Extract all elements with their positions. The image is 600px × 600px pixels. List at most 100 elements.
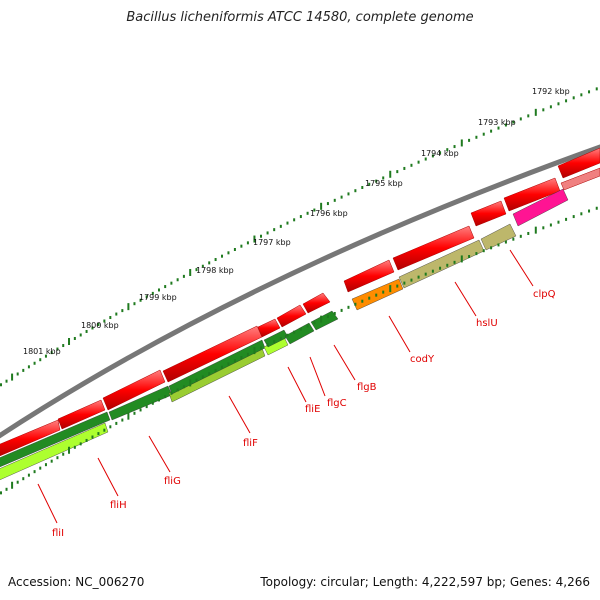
inner-scale-tick <box>73 445 76 449</box>
scale-tick <box>0 383 2 387</box>
inner-scale-tick <box>580 212 583 216</box>
inner-scale-tick <box>227 362 230 366</box>
scale-tick <box>286 221 289 225</box>
inner-scale-tick <box>519 234 522 238</box>
inner-scale-tick <box>557 220 560 224</box>
scale-tick <box>91 326 94 330</box>
gene-label-fliG: fliG <box>164 476 181 487</box>
inner-scale-tick <box>91 435 94 439</box>
inner-scale-tick <box>460 255 463 263</box>
inner-scale-tick <box>512 237 515 241</box>
inner-scale-tick <box>259 346 262 350</box>
scale-tick <box>259 234 262 238</box>
scale-tick <box>527 114 530 118</box>
inner-scale-tick <box>417 275 420 279</box>
inner-scale-tick <box>382 290 385 294</box>
gene-label-fliE: fliE <box>305 404 320 415</box>
inner-scale-tick <box>572 215 575 219</box>
inner-scale-tick <box>170 391 173 395</box>
scale-tick <box>382 176 385 180</box>
scale-tick <box>133 302 136 306</box>
scale-tick <box>279 224 282 228</box>
inner-scale-tick <box>595 206 598 210</box>
inner-scale-tick <box>453 260 456 264</box>
scale-tick <box>22 368 25 372</box>
inner-scale-tick <box>439 266 442 270</box>
scale-tick <box>424 157 427 161</box>
scale-tick <box>460 139 463 147</box>
scale-label: 1797 kbp <box>253 238 291 247</box>
scale-label: 1798 kbp <box>196 266 234 275</box>
scale-tick <box>127 303 130 311</box>
scale-tick <box>565 99 568 103</box>
inner-scale-tick <box>103 428 106 432</box>
inner-scale-tick <box>368 296 371 300</box>
scale-label: 1794 kbp <box>421 149 459 158</box>
inner-scale-tick <box>233 359 236 363</box>
inner-scale-tick <box>354 302 357 306</box>
inner-scale-tick <box>504 240 507 244</box>
label-line-flgB <box>333 344 356 381</box>
label-line-fliH <box>97 457 119 497</box>
inner-scale-tick <box>201 375 204 379</box>
scale-tick <box>246 241 249 245</box>
cds-flgB <box>310 310 339 331</box>
inner-scale-tick <box>389 285 392 293</box>
inner-scale-tick <box>240 356 243 360</box>
forward-strand-genes <box>0 147 600 457</box>
scale-tick <box>253 235 256 243</box>
cds-fliE-top <box>263 329 289 348</box>
scale-tick <box>233 247 236 251</box>
inner-scale-tick <box>424 272 427 276</box>
inner-scale-tick <box>127 412 130 420</box>
scale-tick <box>490 129 493 133</box>
inner-scale-tick <box>68 446 71 454</box>
inner-scale-tick <box>50 459 53 463</box>
gene-label-fliH: fliH <box>110 500 127 511</box>
reverse-strand-genes <box>0 188 569 481</box>
cds-segment <box>557 147 600 179</box>
scale-tick <box>361 186 364 190</box>
scale-tick <box>85 329 88 333</box>
gene-label-clpQ: clpQ <box>533 289 556 300</box>
scale-tick <box>56 347 59 351</box>
scale-tick <box>97 322 100 326</box>
scale-tick <box>33 361 36 365</box>
label-line-codY <box>388 315 411 353</box>
inner-scale-tick <box>299 327 302 331</box>
gene-label-flgB: flgB <box>357 382 377 393</box>
inner-scale-tick <box>133 411 136 415</box>
inner-scale-tick <box>542 226 545 230</box>
inner-scale-tick <box>145 405 148 409</box>
topology-text: Topology: circular; Length: 4,222,597 bp… <box>260 575 590 589</box>
scale-tick <box>176 278 179 282</box>
inner-scale-tick <box>97 432 100 436</box>
scale-tick <box>103 319 106 323</box>
inner-scale-tick <box>85 438 88 442</box>
inner-scale-tick <box>293 330 296 334</box>
label-line-fliE <box>287 366 307 403</box>
inner-scale-tick <box>182 385 185 389</box>
inner-scale-tick <box>11 481 14 489</box>
scale-tick <box>497 126 500 130</box>
scale-tick <box>16 372 19 376</box>
scale-tick <box>182 274 185 278</box>
cds-segment <box>162 325 263 383</box>
scale-tick <box>214 258 217 262</box>
scale-tick <box>164 285 167 289</box>
inner-scale-tick <box>273 340 276 344</box>
scale-tick <box>189 268 192 276</box>
gene-label-hslU: hslU <box>476 318 498 329</box>
scale-tick <box>453 145 456 149</box>
scale-tick <box>417 160 420 164</box>
scale-tick <box>139 298 142 302</box>
scale-tick <box>403 166 406 170</box>
genome-backbone <box>0 144 600 439</box>
scale-ticks <box>0 87 598 387</box>
inner-scale-tick <box>347 305 350 309</box>
inner-scale-tick <box>320 315 323 323</box>
scale-tick <box>446 148 449 152</box>
inner-scale-tick <box>410 278 413 282</box>
cds-fliF-top <box>168 339 266 395</box>
inner-scale-tick <box>62 452 65 456</box>
